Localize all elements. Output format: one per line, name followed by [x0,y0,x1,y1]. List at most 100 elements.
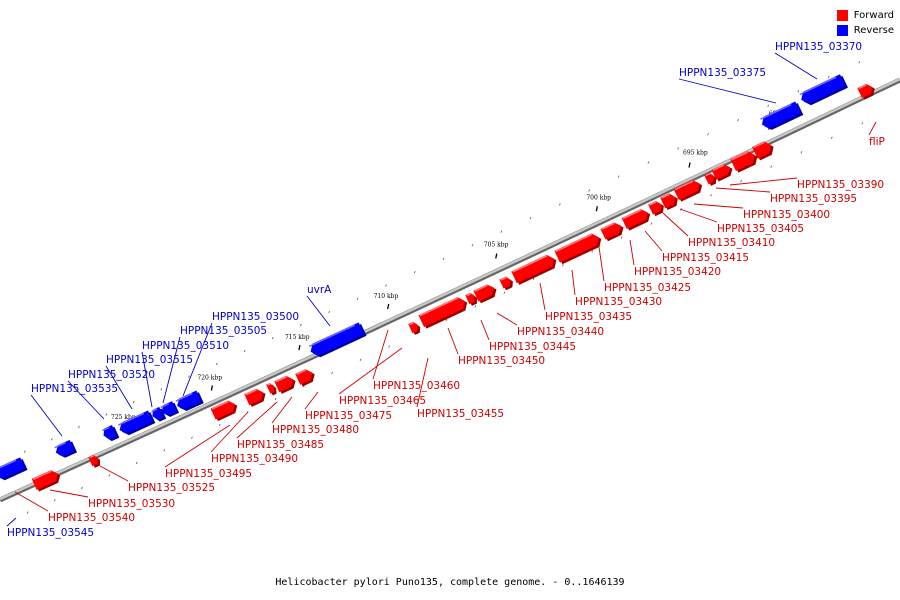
lower-dash [474,305,477,308]
gene-HPPN135_03410[interactable] [673,177,705,202]
gene-HPPN135_03460[interactable] [418,294,470,329]
gene-label-HPPN135_03545: HPPN135_03545 [7,527,94,539]
gene-HPPN135_03530[interactable] [31,468,63,493]
legend-reverse-label: Reverse [853,25,894,36]
upper-dash [23,450,26,453]
gene-HPPN135_03495[interactable] [210,398,240,422]
lower-dash [191,436,193,439]
gene-body [31,470,58,490]
tick-695: 695 kbp [683,149,708,168]
gene-HPPN135_03435[interactable] [554,231,604,265]
lower-dash [532,277,535,281]
lower-dash [163,449,166,452]
gene-HPPN135_03485[interactable] [266,382,278,396]
gene-HPPN135_03395[interactable] [711,162,735,183]
gene-body [310,322,365,356]
gene-label-HPPN135_03445: HPPN135_03445 [489,341,576,353]
gene-HPPN135_03400[interactable] [730,148,760,173]
lower-dash [108,474,111,477]
gene-highlight [474,284,488,292]
gene-highlight [674,180,694,191]
gene-label-HPPN135_03525: HPPN135_03525 [128,482,215,494]
gene-HPPN135_03440[interactable] [511,252,559,285]
tick-700: 700 kbp [586,194,611,212]
gene-HPPN135_03545[interactable] [0,457,28,483]
gene-highlight [799,76,837,96]
gene-highlight [512,255,548,273]
gene-HPPN135_03390[interactable] [704,171,718,186]
gene-label-HPPN135_03375: HPPN135_03375 [679,67,766,79]
gene-highlight [89,455,95,459]
gene-body [621,209,648,229]
leader-HPPN135_03420 [629,239,635,266]
leader-HPPN135_03395 [715,187,771,193]
gene-HPPN135_03425[interactable] [621,206,653,231]
lower-dash [650,222,653,225]
upper-dash [858,61,861,64]
gene-HPPN135_03420[interactable] [648,199,666,217]
lower-dash [710,194,712,197]
gene-HPPN135_03455[interactable] [465,291,479,306]
leader-HPPN135_03425 [598,246,605,282]
gene-label-HPPN135_03435: HPPN135_03435 [545,311,632,323]
gene-highlight [705,173,711,177]
leader-HPPN135_03455 [416,357,429,408]
gene-highlight [649,201,657,206]
gene-HPPN135_03535[interactable] [53,439,78,460]
gene-highlight [0,459,17,471]
gene-HPPN135_03415[interactable] [660,191,680,211]
gene-HPPN135_03405[interactable] [752,139,776,161]
gene-HPPN135_03520[interactable] [101,424,120,443]
gene-HPPN135_03510[interactable] [150,406,167,423]
gene-HPPN135_03370[interactable] [798,74,848,108]
leader-HPPN135_03480 [271,396,293,424]
gene-HPPN135_03450[interactable] [473,282,499,304]
gene-highlight [760,103,792,120]
tick-720: 720 kbp [197,374,222,391]
gene-uvrA[interactable] [308,322,367,360]
gene-highlight [858,84,867,90]
tick-mark [387,303,390,310]
gene-HPPN135_03375[interactable] [759,101,804,133]
tick-label: 700 kbp [586,194,611,201]
upper-dash [797,90,800,93]
gene-body [730,151,755,172]
gene-HPPN135_03515[interactable] [117,410,156,438]
gene-label-HPPN135_03420: HPPN135_03420 [634,266,721,278]
gene-body [511,254,554,284]
gene-HPPN135_03475[interactable] [295,367,317,388]
lower-dash [26,511,29,514]
leader-HPPN135_03435 [539,282,546,311]
gene-HPPN135_03500[interactable] [175,390,204,414]
legend: Forward Reverse [836,8,894,38]
gene-HPPN135_03465[interactable] [408,320,422,335]
leader-HPPN135_03475 [304,391,319,410]
lower-dash [740,179,742,183]
gene-HPPN135_03445[interactable] [499,275,515,291]
gene-highlight [409,322,415,326]
gene-fliP[interactable] [857,81,877,100]
legend-forward: Forward [836,8,894,23]
lower-dash [830,136,833,139]
lower-dash [135,461,138,465]
leader-HPPN135_03540 [14,491,49,512]
leader-HPPN135_03505 [162,336,181,404]
gene-body [177,390,202,410]
gene-highlight [712,164,725,172]
legend-forward-label: Forward [853,10,894,21]
gene-features [0,74,877,493]
gene-HPPN135_03505[interactable] [159,400,180,419]
lower-dash [274,397,277,401]
gene-label-HPPN135_03465: HPPN135_03465 [339,395,426,407]
gene-HPPN135_03480[interactable] [274,373,298,394]
gene-HPPN135_03490[interactable] [244,386,268,407]
gene-label-HPPN135_03490: HPPN135_03490 [211,453,298,465]
leader-HPPN135_03510 [141,351,153,408]
gene-HPPN135_03430[interactable] [600,220,626,242]
upper-dash [471,244,474,247]
gene-HPPN135_03525[interactable] [88,453,102,468]
upper-dash [737,118,739,122]
upper-dash [215,362,218,366]
leader-HPPN135_03500 [182,322,213,397]
leader-HPPN135_03445 [480,319,490,341]
